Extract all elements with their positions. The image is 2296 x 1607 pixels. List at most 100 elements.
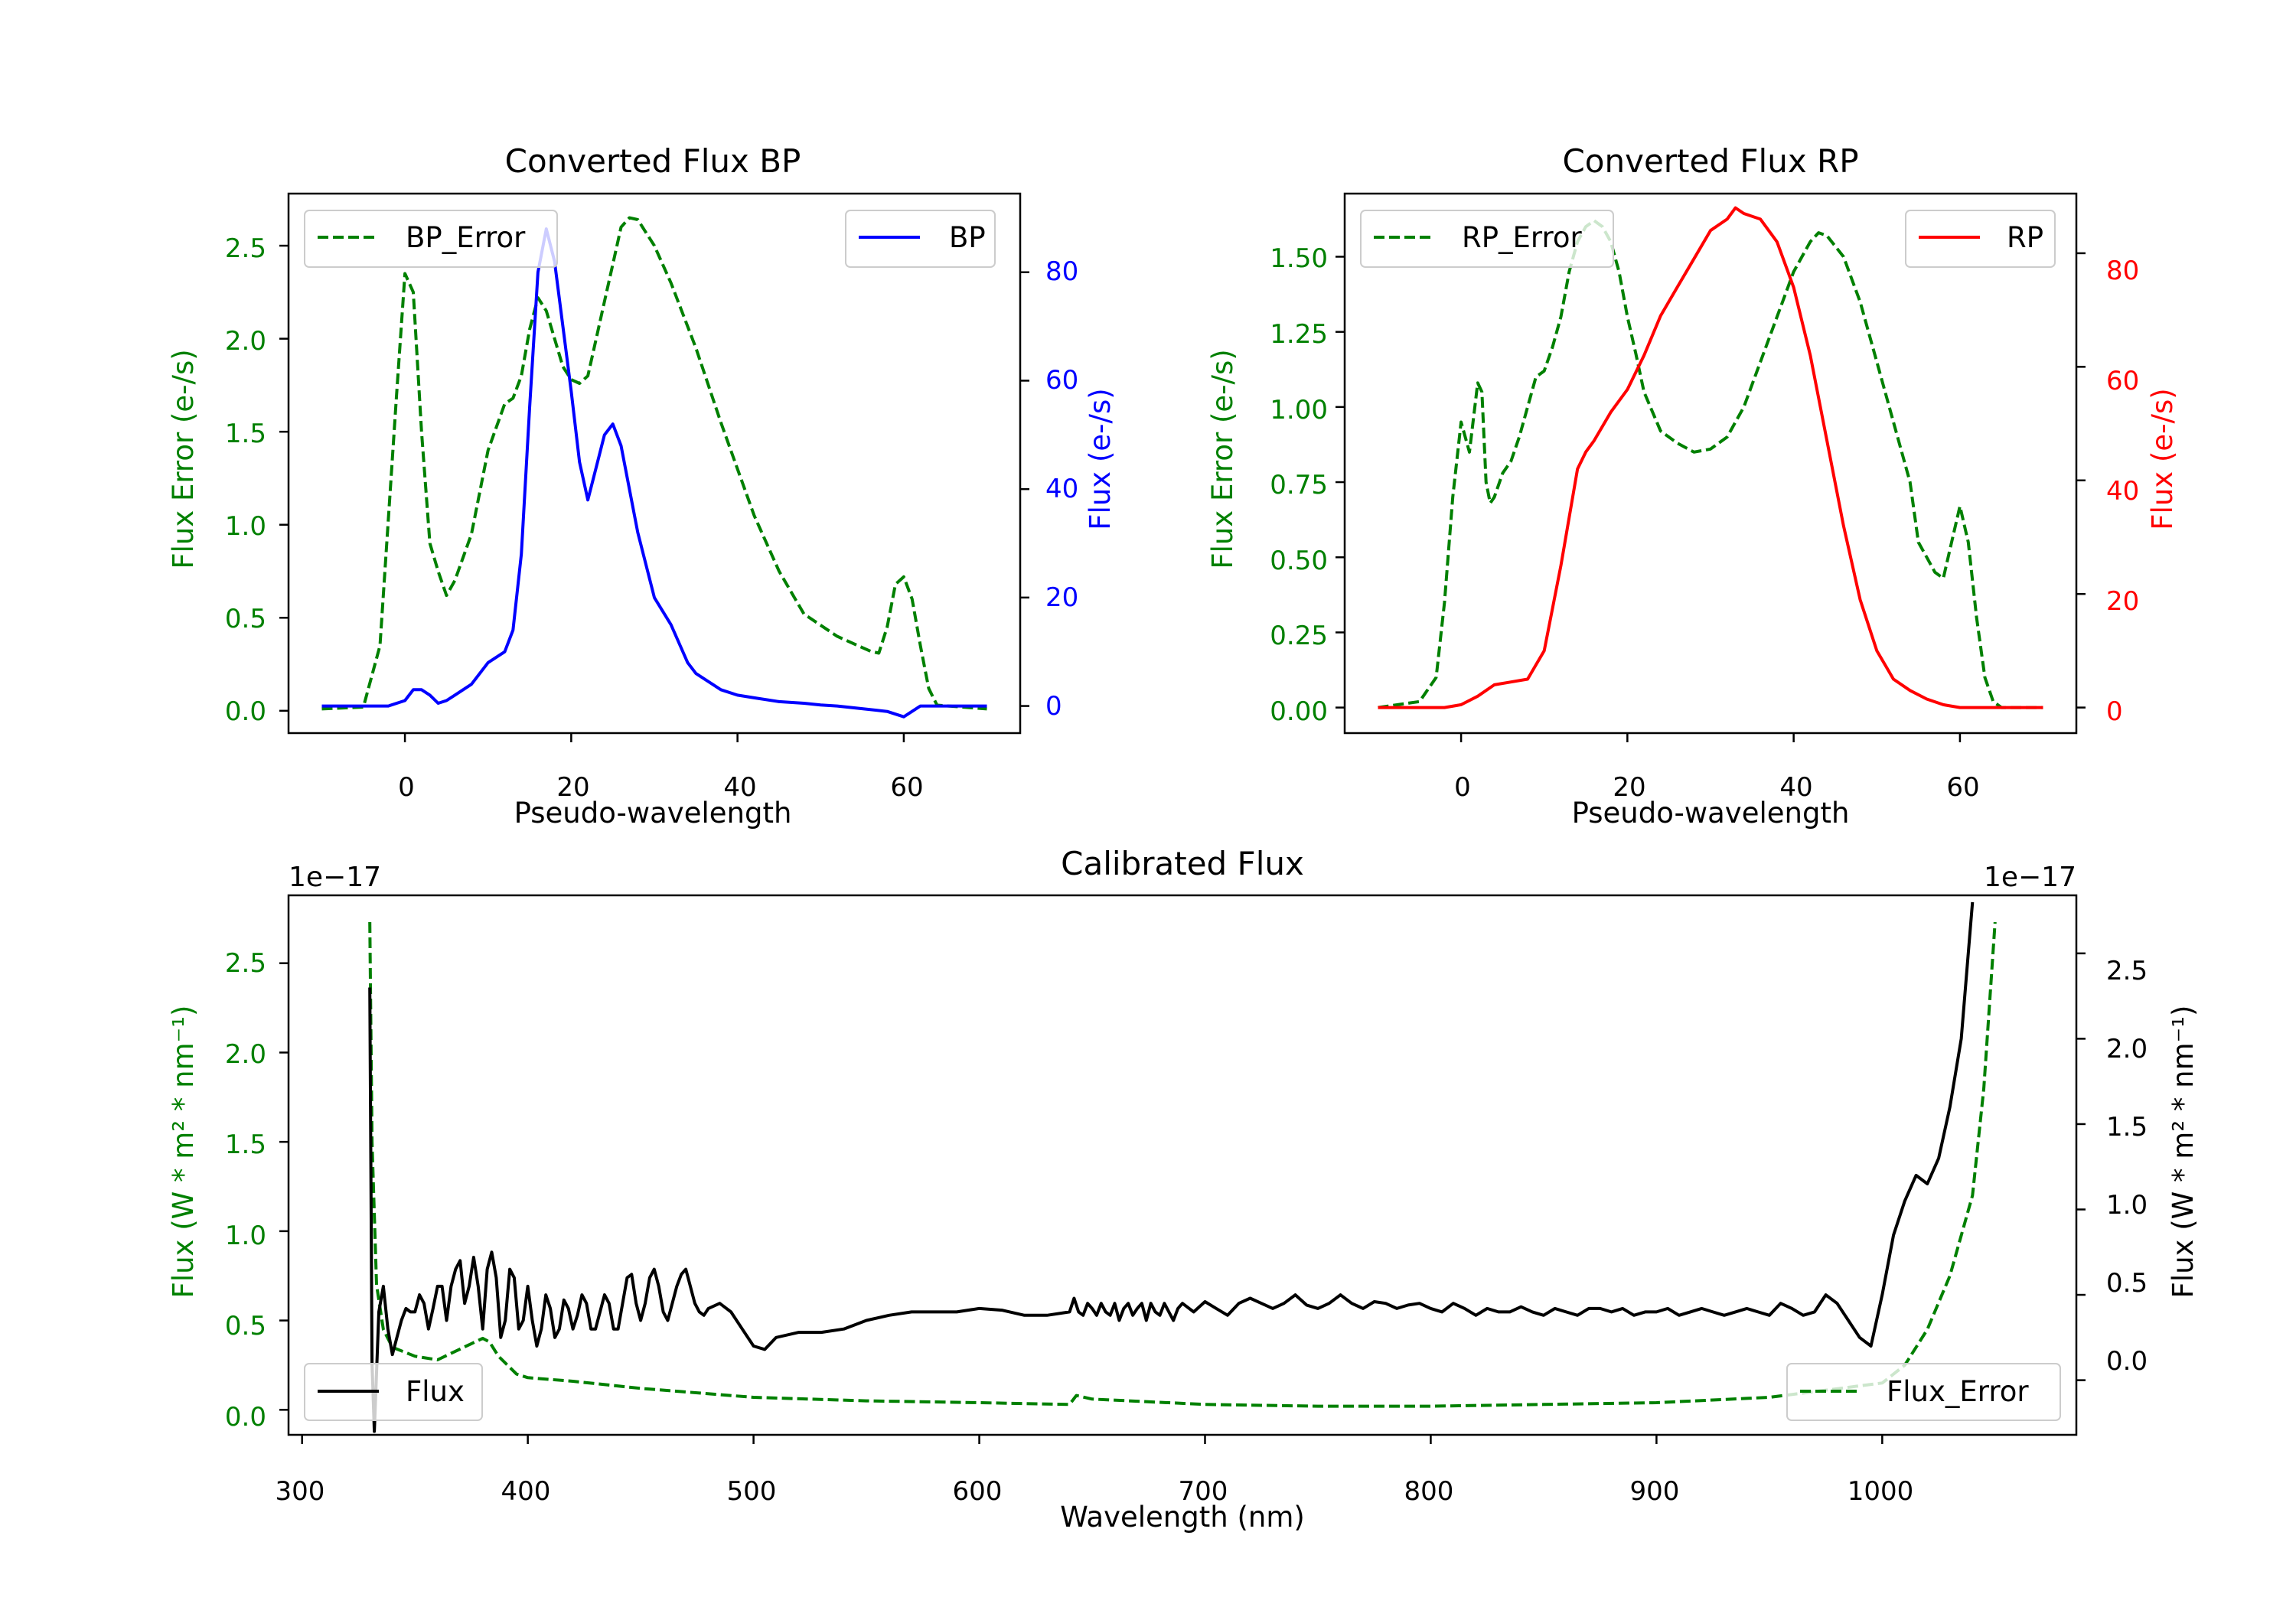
cal-ytick-right: 0.0 bbox=[2106, 1346, 2148, 1377]
rp-ytick-left: 0.75 bbox=[1270, 470, 1328, 500]
rp-yticks-right: 0 20 40 60 80 bbox=[2106, 256, 2139, 727]
bp-series-layer bbox=[279, 216, 1029, 742]
bp-legend-error: BP_Error bbox=[304, 210, 558, 268]
cal-scale-left: 1e−17 bbox=[289, 862, 381, 893]
bp-legend-error-box bbox=[304, 210, 558, 268]
rp-line-rp bbox=[1378, 206, 2043, 709]
rp-ytick-left: 1.00 bbox=[1270, 395, 1328, 425]
bp-ytick-left: 0.0 bbox=[225, 696, 266, 727]
bp-xtick: 60 bbox=[890, 772, 923, 803]
cal-ytick-left: 1.0 bbox=[225, 1221, 266, 1251]
bp-ytick-right: 20 bbox=[1045, 582, 1078, 613]
bp-xtick: 20 bbox=[556, 772, 589, 803]
bp-legend-error-label: BP_Error bbox=[406, 221, 526, 254]
rp-xtick: 20 bbox=[1613, 772, 1645, 803]
bp-xlabel: Pseudo-wavelength bbox=[514, 797, 792, 830]
bp-plot-frame bbox=[287, 192, 1022, 735]
bp-ytick-left: 0.5 bbox=[225, 604, 266, 634]
rp-xtick: 0 bbox=[1454, 772, 1471, 803]
cal-ytick-right: 2.0 bbox=[2106, 1034, 2148, 1064]
rp-legend-flux: RP bbox=[1905, 210, 2056, 268]
cal-ytick-left: 2.0 bbox=[225, 1039, 266, 1070]
cal-legend-error: Flux_Error bbox=[1786, 1363, 2061, 1421]
rp-legend-error-label: RP_Error bbox=[1462, 221, 1582, 254]
cal-ytick-right: 1.0 bbox=[2106, 1190, 2148, 1221]
bp-ytick-right: 80 bbox=[1045, 256, 1078, 287]
rp-ytick-right: 0 bbox=[2106, 696, 2123, 727]
panel-calibrated: Calibrated Flux 1e−17 1e−17 Wavelength (… bbox=[167, 845, 2200, 1534]
bp-ytick-left: 2.0 bbox=[225, 326, 266, 357]
bp-legend-flux-label: BP bbox=[949, 221, 986, 254]
rp-ytick-right: 40 bbox=[2106, 476, 2139, 507]
cal-plot-frame bbox=[287, 894, 2078, 1436]
cal-legend-flux-box bbox=[304, 1363, 483, 1421]
rp-line-rp-error bbox=[1378, 219, 2043, 709]
cal-legend-error-label: Flux_Error bbox=[1887, 1375, 2029, 1408]
cal-ytick-right: 1.5 bbox=[2106, 1112, 2148, 1143]
rp-ytick-left: 1.50 bbox=[1270, 243, 1328, 274]
rp-xtick: 60 bbox=[1946, 772, 1979, 803]
cal-xtick: 400 bbox=[501, 1476, 551, 1507]
bp-ylabel-left: Flux Error (e-/s) bbox=[167, 349, 200, 569]
cal-legend-flux-label: Flux bbox=[406, 1375, 465, 1408]
bp-ytick-right: 0 bbox=[1045, 691, 1062, 722]
bp-ytick-right: 40 bbox=[1045, 474, 1078, 504]
rp-legend-flux-label: RP bbox=[2007, 221, 2043, 254]
cal-ytick-left: 2.5 bbox=[225, 948, 266, 979]
cal-series-layer bbox=[279, 901, 2086, 1444]
cal-ylabel-right: Flux (W * m² * nm⁻¹) bbox=[2167, 1006, 2200, 1299]
cal-xtick: 800 bbox=[1404, 1476, 1454, 1507]
bp-xtick: 40 bbox=[723, 772, 756, 803]
rp-legend-error-box bbox=[1360, 210, 1614, 268]
rp-series-layer bbox=[1336, 206, 2086, 742]
bp-ytick-left: 2.5 bbox=[225, 233, 266, 264]
bp-legend-flux: BP bbox=[845, 210, 996, 268]
cal-title: Calibrated Flux bbox=[1061, 845, 1304, 882]
rp-ytick-right: 80 bbox=[2106, 256, 2139, 286]
cal-ytick-left: 0.5 bbox=[225, 1311, 266, 1341]
panel-rp: Converted Flux RP Pseudo-wavelength Flux… bbox=[1206, 142, 2179, 830]
cal-xtick: 300 bbox=[276, 1476, 325, 1507]
cal-xtick: 1000 bbox=[1848, 1476, 1914, 1507]
bp-xtick: 0 bbox=[398, 772, 415, 803]
bp-xticks: 0 20 40 60 bbox=[398, 772, 923, 803]
rp-ytick-left: 0.50 bbox=[1270, 546, 1328, 576]
bp-line-bp-error bbox=[321, 216, 987, 711]
bp-yticks-left: 0.0 0.5 1.0 1.5 2.0 2.5 bbox=[225, 233, 266, 727]
cal-line-flux-error bbox=[368, 921, 1997, 1408]
rp-xticks: 0 20 40 60 bbox=[1454, 772, 1979, 803]
rp-xtick: 40 bbox=[1779, 772, 1812, 803]
bp-ylabel-right: Flux (e-/s) bbox=[1084, 388, 1117, 530]
cal-legend-flux: Flux bbox=[304, 1363, 483, 1421]
bp-title: Converted Flux BP bbox=[505, 142, 801, 180]
bp-ytick-left: 1.0 bbox=[225, 511, 266, 542]
cal-yticks-left: 0.0 0.5 1.0 1.5 2.0 2.5 bbox=[225, 948, 266, 1433]
bp-legend-flux-box bbox=[845, 210, 996, 268]
rp-title: Converted Flux RP bbox=[1562, 142, 1858, 180]
cal-xtick: 900 bbox=[1630, 1476, 1680, 1507]
cal-xtick: 600 bbox=[953, 1476, 1003, 1507]
rp-ylabel-left: Flux Error (e-/s) bbox=[1206, 349, 1239, 569]
cal-ytick-right: 0.5 bbox=[2106, 1268, 2148, 1299]
cal-xtick: 700 bbox=[1179, 1476, 1228, 1507]
cal-xlabel: Wavelength (nm) bbox=[1060, 1501, 1305, 1534]
rp-yticks-left: 0.00 0.25 0.50 0.75 1.00 1.25 1.50 bbox=[1270, 243, 1328, 727]
cal-ytick-right: 2.5 bbox=[2106, 956, 2148, 986]
cal-legend-error-box bbox=[1786, 1363, 2061, 1421]
rp-xlabel: Pseudo-wavelength bbox=[1572, 797, 1850, 830]
rp-ytick-right: 60 bbox=[2106, 366, 2139, 396]
cal-xtick: 500 bbox=[727, 1476, 777, 1507]
rp-legend-error: RP_Error bbox=[1360, 210, 1614, 268]
cal-ytick-left: 1.5 bbox=[225, 1129, 266, 1160]
bp-line-bp bbox=[321, 227, 987, 719]
cal-xticks: 300 400 500 600 700 800 900 1000 bbox=[276, 1476, 1914, 1507]
cal-ytick-left: 0.0 bbox=[225, 1402, 266, 1433]
bp-yticks-right: 0 20 40 60 80 bbox=[1045, 256, 1078, 722]
cal-yticks-right: 0.0 0.5 1.0 1.5 2.0 2.5 bbox=[2106, 956, 2148, 1377]
bp-ytick-right: 60 bbox=[1045, 365, 1078, 396]
rp-ylabel-right: Flux (e-/s) bbox=[2146, 388, 2179, 530]
rp-ytick-left: 0.25 bbox=[1270, 621, 1328, 651]
rp-ytick-right: 20 bbox=[2106, 586, 2139, 617]
rp-ytick-left: 1.25 bbox=[1270, 319, 1328, 350]
